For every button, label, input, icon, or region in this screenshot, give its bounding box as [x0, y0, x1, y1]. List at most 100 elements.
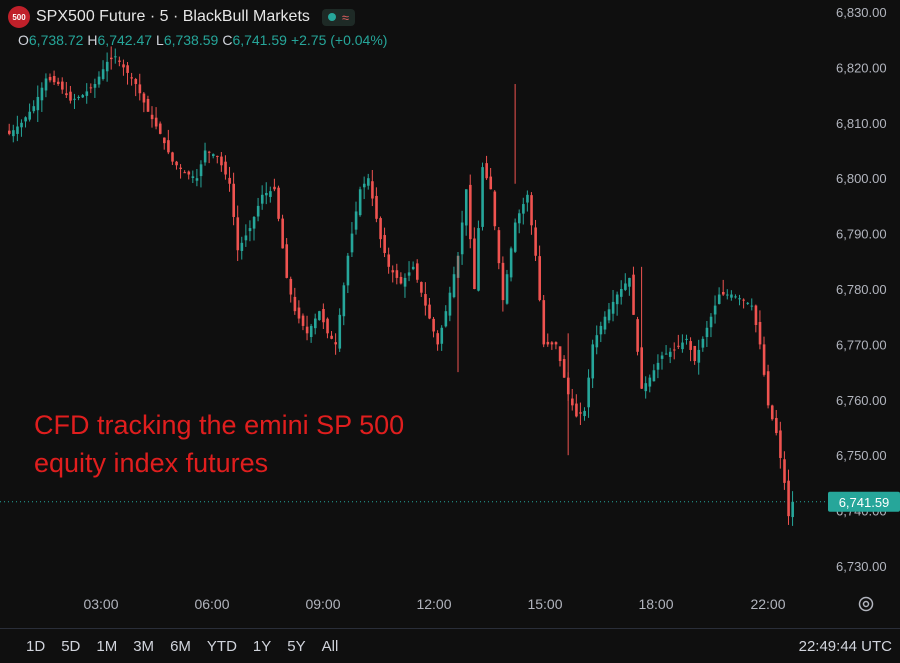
time-tick-label: 03:00 [83, 596, 118, 612]
time-tick-label: 09:00 [305, 596, 340, 612]
candle-body [660, 355, 664, 359]
annotation-line-1: CFD tracking the emini SP 500 [34, 410, 405, 440]
candle-body [697, 349, 701, 363]
candle-body [607, 309, 611, 321]
open-label: O [18, 32, 29, 48]
candle-body [142, 93, 146, 103]
candle-body [167, 140, 170, 153]
range-1y[interactable]: 1Y [252, 637, 272, 655]
change-value: +2.75 (+0.04%) [290, 32, 388, 48]
candle-body [207, 151, 211, 153]
candle-body [350, 233, 354, 253]
time-tick-label: 12:00 [416, 596, 451, 612]
candle-body [195, 178, 199, 181]
candle-body [611, 301, 615, 314]
candle-body [754, 305, 758, 326]
candle-body [322, 309, 325, 323]
candle-body [297, 307, 301, 319]
candle-body [216, 155, 219, 157]
price-tick-label: 6,750.00 [836, 448, 887, 463]
time-range-selector: 1D 5D 1M 3M 6M YTD 1Y 5Y All [18, 638, 346, 655]
candle-body [330, 335, 333, 339]
candle-body [407, 272, 411, 276]
candle-body [615, 294, 619, 305]
candle-body [256, 205, 260, 217]
candle-body [656, 362, 660, 370]
candle-body [620, 289, 623, 297]
candle-body [509, 248, 513, 278]
time-tick-label: 18:00 [638, 596, 673, 612]
high-label: H [87, 32, 98, 48]
candle-body [713, 305, 717, 315]
candle-body [65, 93, 68, 96]
candle-body [395, 270, 399, 278]
candle-body [32, 106, 36, 112]
market-status[interactable]: ≈ [321, 8, 356, 26]
candle-body [269, 191, 272, 197]
candle-body [624, 283, 627, 290]
settings-icon[interactable] [857, 595, 875, 613]
candle-body [538, 256, 541, 301]
candle-body [591, 344, 595, 379]
high-value: 6,742.47 [97, 32, 153, 48]
range-5y[interactable]: 5Y [287, 637, 306, 655]
candle-body [342, 285, 346, 317]
candle-body [693, 345, 697, 362]
range-1m[interactable]: 1M [96, 637, 118, 655]
candle-body [473, 238, 476, 289]
candle-body [248, 228, 252, 232]
range-ytd[interactable]: YTD [206, 637, 237, 655]
candle-body [758, 321, 762, 345]
candle-body [742, 299, 745, 301]
candle-body [542, 300, 546, 345]
candle-body [554, 342, 558, 345]
candle-body [338, 314, 342, 349]
candle-body [318, 311, 321, 321]
candle-body [636, 319, 639, 352]
candle-body [469, 184, 472, 240]
candle-body [203, 150, 207, 163]
candle-body [787, 480, 790, 517]
range-1d[interactable]: 1D [26, 637, 46, 655]
candle-body [89, 87, 93, 89]
price-tick-label: 6,780.00 [836, 282, 887, 297]
candle-body [717, 294, 721, 304]
candle-body [726, 294, 729, 296]
candle-body [750, 305, 754, 307]
candle-body [399, 276, 403, 284]
price-tick-label: 6,820.00 [836, 60, 887, 75]
candle-body [522, 204, 525, 214]
symbol-title[interactable]: SPX500 Future · 5 · BlackBull Markets [36, 8, 310, 25]
range-5d[interactable]: 5D [61, 637, 81, 655]
candle-body [301, 315, 305, 326]
candle-body [183, 172, 187, 174]
candle-body [118, 60, 121, 62]
candle-body [212, 154, 215, 157]
range-all[interactable]: All [321, 637, 339, 655]
candle-body [579, 412, 582, 414]
candle-body [93, 84, 97, 88]
candle-body [130, 77, 133, 79]
candle-body [432, 318, 435, 332]
candle-body [252, 216, 256, 229]
candle-body [354, 211, 358, 230]
candle-body [110, 57, 113, 60]
candle-body [12, 130, 15, 137]
range-6m[interactable]: 6M [170, 637, 191, 655]
candle-body [783, 459, 786, 483]
candle-body [391, 270, 395, 273]
candle-body [587, 377, 590, 408]
candle-body [85, 91, 89, 96]
candle-body [652, 370, 656, 382]
candle-body [367, 178, 370, 186]
range-3m[interactable]: 3M [133, 637, 155, 655]
candle-body [281, 218, 284, 249]
candle-body [179, 167, 182, 169]
utc-clock[interactable]: 22:49:44 UTC [798, 637, 892, 655]
candle-body [134, 79, 138, 85]
candle-body [575, 403, 578, 417]
candle-body [424, 294, 427, 306]
candle-body [489, 176, 493, 190]
candle-body [518, 213, 521, 224]
